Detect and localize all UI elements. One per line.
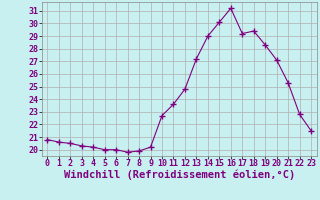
X-axis label: Windchill (Refroidissement éolien,°C): Windchill (Refroidissement éolien,°C) bbox=[64, 170, 295, 180]
